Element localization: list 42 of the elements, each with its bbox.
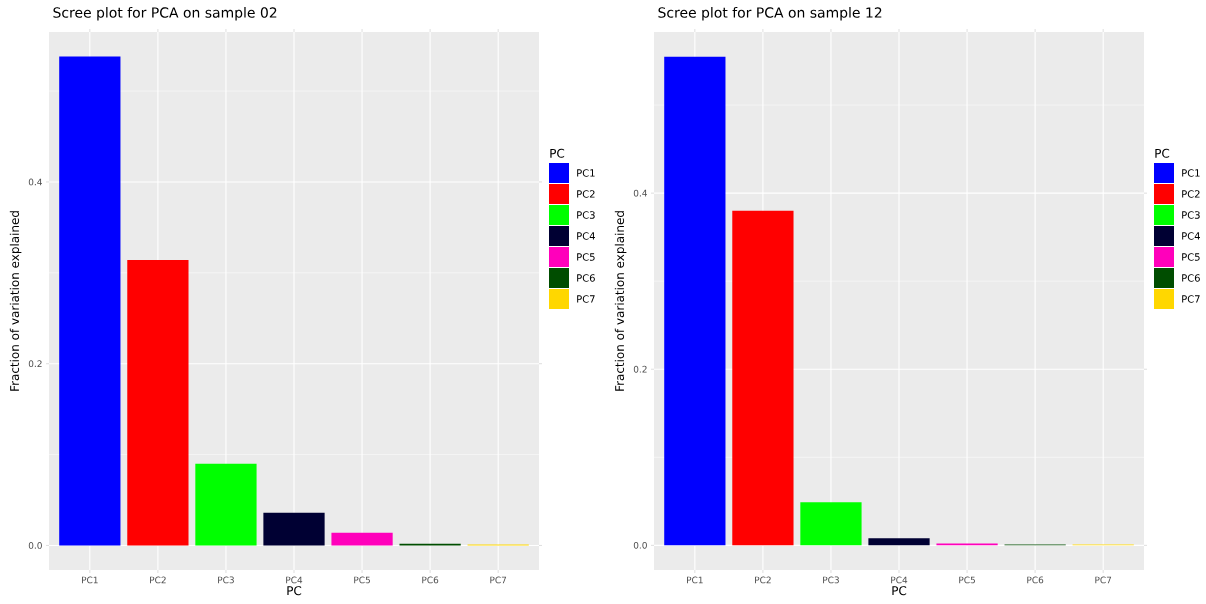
x-tick-label: PC4 <box>891 576 908 584</box>
legend-label: PC3 <box>577 211 595 219</box>
y-axis-title: Fraction of variation explained <box>614 211 627 391</box>
chart-title: Scree plot for PCA on sample 12 <box>658 7 882 21</box>
x-tick-label: PC6 <box>1027 576 1044 584</box>
legend-label: PC2 <box>577 190 595 198</box>
x-tick-label: PC5 <box>354 576 370 584</box>
x-tick-label: PC2 <box>755 576 771 584</box>
chart-title: Scree plot for PCA on sample 02 <box>53 7 277 21</box>
legend-label: PC4 <box>1182 232 1200 240</box>
x-tick-label: PC7 <box>1095 576 1112 584</box>
x-tick-label: PC3 <box>218 576 234 584</box>
x-tick-label: PC5 <box>959 576 975 584</box>
legend-label: PC3 <box>1182 211 1200 219</box>
x-tick-label: PC7 <box>490 576 507 584</box>
y-tick-label: 0.4 <box>28 178 42 186</box>
x-tick-label: PC6 <box>422 576 439 584</box>
x-tick-label: PC2 <box>150 576 166 584</box>
legend-label: PC6 <box>1182 274 1200 282</box>
legend-title: PC <box>1155 148 1170 158</box>
y-tick-label: 0.4 <box>633 189 647 197</box>
y-tick-label: 0.0 <box>28 542 42 549</box>
legend-label: PC6 <box>577 274 595 282</box>
legend-label: PC7 <box>1182 295 1200 303</box>
legend-label: PC4 <box>577 232 595 240</box>
x-tick-label: PC4 <box>286 576 303 584</box>
x-tick-label: PC1 <box>687 576 703 584</box>
y-tick-label: 0.0 <box>633 541 647 549</box>
y-tick-label: 0.2 <box>28 360 42 368</box>
legend-label: PC7 <box>577 295 595 303</box>
legend-label: PC2 <box>1182 190 1200 198</box>
x-tick-label: PC3 <box>823 576 839 584</box>
legend-label: PC5 <box>1182 253 1200 261</box>
y-axis-title: Fraction of variation explained <box>9 211 22 391</box>
legend-label: PC1 <box>1182 169 1200 177</box>
legend-label: PC5 <box>577 253 595 261</box>
legend-title: PC <box>550 148 565 158</box>
x-axis-title: PC <box>892 586 907 596</box>
x-tick-label: PC1 <box>82 576 98 584</box>
x-axis-title: PC <box>287 586 302 596</box>
legend-label: PC1 <box>577 169 595 177</box>
y-tick-label: 0.2 <box>633 365 647 373</box>
